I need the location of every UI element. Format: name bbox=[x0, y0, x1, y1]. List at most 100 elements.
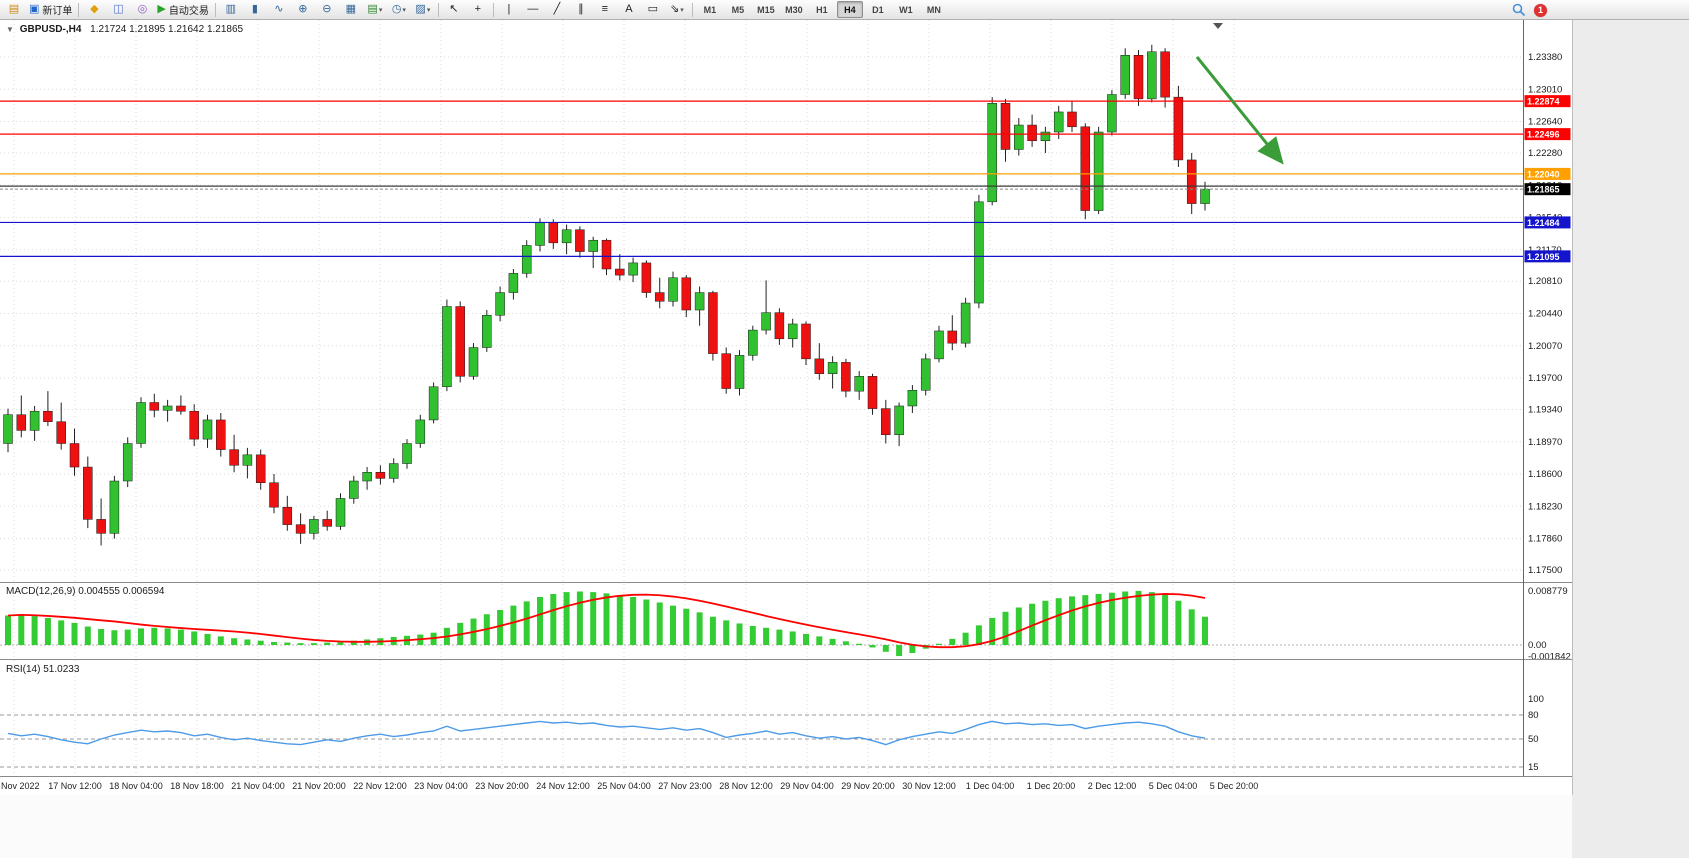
new-order-button[interactable]: ▣ 新订单 bbox=[26, 0, 75, 19]
new-chart-button[interactable]: ▤ bbox=[2, 0, 26, 19]
cursor-icon: ↖ bbox=[449, 3, 459, 15]
candlestick-series bbox=[3, 44, 1210, 546]
svg-text:100: 100 bbox=[1528, 694, 1544, 705]
svg-text:23 Nov 20:00: 23 Nov 20:00 bbox=[475, 781, 529, 791]
svg-text:24 Nov 12:00: 24 Nov 12:00 bbox=[536, 781, 590, 791]
chart-plus-icon: ▤ bbox=[367, 3, 378, 15]
dropdown-arrow-icon: ▾ bbox=[402, 6, 406, 14]
toolbar-separator bbox=[691, 2, 693, 17]
autotrading-play-icon: ▶ bbox=[157, 3, 166, 15]
horizontal-line-button[interactable]: — bbox=[521, 0, 545, 19]
timeframe-h4-button[interactable]: H4 bbox=[836, 1, 863, 18]
svg-text:50: 50 bbox=[1528, 734, 1539, 745]
toolbar-separator bbox=[437, 2, 439, 17]
tile-windows-button[interactable]: ▦ bbox=[339, 0, 363, 19]
fibonacci-icon: ≡ bbox=[601, 3, 609, 15]
notification-badge[interactable]: 1 bbox=[1534, 3, 1547, 17]
svg-text:1 Dec 04:00: 1 Dec 04:00 bbox=[966, 781, 1015, 791]
templates-button[interactable]: ▨ ▾ bbox=[411, 0, 435, 19]
svg-text:5 Dec 04:00: 5 Dec 04:00 bbox=[1149, 781, 1198, 791]
timeframe-m5-button[interactable]: M5 bbox=[731, 4, 745, 15]
svg-text:1.21865: 1.21865 bbox=[1527, 185, 1560, 195]
grid-lines bbox=[0, 20, 1523, 776]
toolbar-separator bbox=[492, 2, 494, 17]
arrows-button[interactable]: ⇘ ▾ bbox=[665, 0, 689, 19]
crosshair-icon: + bbox=[474, 3, 482, 15]
dropdown-arrow-icon: ▾ bbox=[426, 6, 431, 14]
macd-pane bbox=[0, 590, 1523, 657]
chart-canvas[interactable]: 1.233801.230101.226401.222801.219101.215… bbox=[0, 20, 1572, 795]
bar-chart-button[interactable]: ▥ bbox=[219, 0, 243, 19]
text-button[interactable]: A bbox=[617, 0, 641, 19]
timeframe-h1-button[interactable]: H1 bbox=[816, 4, 828, 15]
trendline-button[interactable]: ╱ bbox=[545, 0, 569, 19]
svg-text:5 Dec 20:00: 5 Dec 20:00 bbox=[1210, 781, 1259, 791]
svg-text:1.23380: 1.23380 bbox=[1528, 52, 1562, 63]
svg-text:1.23010: 1.23010 bbox=[1528, 84, 1562, 95]
data-window-button[interactable]: ◫ bbox=[106, 0, 130, 19]
candlestick-chart-button[interactable]: ▮ bbox=[243, 0, 267, 19]
cursor-button[interactable]: ↖ bbox=[442, 0, 466, 19]
timeframe-m30-button[interactable]: M30 bbox=[785, 4, 803, 15]
tile-windows-icon: ▦ bbox=[345, 3, 357, 15]
dropdown-arrow-icon: ▾ bbox=[680, 6, 684, 14]
svg-text:80: 80 bbox=[1528, 710, 1539, 721]
svg-text:1.21095: 1.21095 bbox=[1527, 252, 1560, 262]
chart-window[interactable]: ▼ GBPUSD-,H4 1.21724 1.21895 1.21642 1.2… bbox=[0, 20, 1573, 795]
data-window-icon: ◫ bbox=[113, 3, 124, 15]
drawn-objects[interactable] bbox=[0, 23, 1523, 257]
svg-text:25 Nov 04:00: 25 Nov 04:00 bbox=[597, 781, 651, 791]
periods-button[interactable]: ◷ ▾ bbox=[387, 0, 411, 19]
vertical-line-icon: | bbox=[507, 3, 511, 15]
line-chart-button[interactable]: ∿ bbox=[267, 0, 291, 19]
arrow-object-icon: ⇘ bbox=[670, 3, 680, 15]
svg-text:1 Dec 20:00: 1 Dec 20:00 bbox=[1027, 781, 1076, 791]
right-empty-area bbox=[1573, 20, 1689, 858]
svg-text:1.22280: 1.22280 bbox=[1528, 148, 1562, 159]
svg-text:1.21484: 1.21484 bbox=[1527, 218, 1560, 228]
diamond-icon: ◆ bbox=[90, 3, 99, 15]
navigator-button[interactable]: ◎ bbox=[130, 0, 154, 19]
svg-text:1.17860: 1.17860 bbox=[1528, 534, 1562, 545]
svg-text:21 Nov 04:00: 21 Nov 04:00 bbox=[231, 781, 285, 791]
vertical-line-button[interactable]: | bbox=[497, 0, 521, 19]
zoom-in-icon: ⊕ bbox=[298, 3, 308, 15]
channel-button[interactable]: ∥ bbox=[569, 0, 593, 19]
svg-text:1.20440: 1.20440 bbox=[1528, 309, 1562, 320]
svg-text:-0.001842: -0.001842 bbox=[1528, 651, 1571, 662]
autotrading-button[interactable]: ▶ 自动交易 bbox=[154, 0, 211, 19]
timeframe-w1-button[interactable]: W1 bbox=[899, 4, 913, 15]
toolbar-separator bbox=[214, 2, 216, 17]
svg-text:28 Nov 12:00: 28 Nov 12:00 bbox=[719, 781, 773, 791]
time-axis[interactable]: 16 Nov 2022 17 Nov 12:00 18 Nov 04:00 18 No… bbox=[0, 781, 1258, 791]
zoom-out-button[interactable]: ⊖ bbox=[315, 0, 339, 19]
toolbar-separator bbox=[78, 2, 80, 17]
svg-text:29 Nov 20:00: 29 Nov 20:00 bbox=[841, 781, 895, 791]
trendline-icon: ╱ bbox=[553, 3, 561, 15]
navigator-icon: ◎ bbox=[137, 3, 148, 15]
fibonacci-button[interactable]: ≡ bbox=[593, 0, 617, 19]
text-label-button[interactable]: ▭ bbox=[641, 0, 665, 19]
new-chart-dropdown-button[interactable]: ▤ ▾ bbox=[363, 0, 387, 19]
svg-text:18 Nov 18:00: 18 Nov 18:00 bbox=[170, 781, 224, 791]
svg-text:16 Nov 2022: 16 Nov 2022 bbox=[0, 781, 40, 791]
timeframe-m15-button[interactable]: M15 bbox=[757, 4, 775, 15]
svg-text:1.22640: 1.22640 bbox=[1528, 117, 1562, 128]
line-chart-icon: ∿ bbox=[274, 3, 284, 15]
main-toolbar: ▤ ▣ 新订单 ◆ ◫ ◎ ▶ 自动交易 ▥ ▮ ∿ ⊕ ⊖ ▦ ▤ ▾ ◷ ▾ ▨ ▾ ↖ + | — ╱ ∥ ≡ A ▭ ⇘ ▾ M1 M5… bbox=[0, 0, 1689, 20]
toolbar-right-group: 1 bbox=[1512, 3, 1547, 17]
svg-text:2 Dec 12:00: 2 Dec 12:00 bbox=[1088, 781, 1137, 791]
timeframe-mn-button[interactable]: MN bbox=[926, 4, 941, 15]
svg-text:0.00: 0.00 bbox=[1528, 640, 1547, 651]
price-axis[interactable]: 1.233801.230101.226401.222801.219101.215… bbox=[1524, 52, 1571, 773]
market-button[interactable]: ◆ bbox=[82, 0, 106, 19]
svg-text:18 Nov 04:00: 18 Nov 04:00 bbox=[109, 781, 163, 791]
timeframe-d1-button[interactable]: D1 bbox=[872, 4, 884, 15]
svg-text:21 Nov 20:00: 21 Nov 20:00 bbox=[292, 781, 346, 791]
svg-text:1.22874: 1.22874 bbox=[1527, 97, 1560, 107]
zoom-in-button[interactable]: ⊕ bbox=[291, 0, 315, 19]
crosshair-button[interactable]: + bbox=[466, 0, 490, 19]
timeframe-m1-button[interactable]: M1 bbox=[703, 4, 717, 15]
svg-text:0.008779: 0.008779 bbox=[1528, 586, 1568, 597]
search-icon[interactable] bbox=[1512, 3, 1526, 17]
